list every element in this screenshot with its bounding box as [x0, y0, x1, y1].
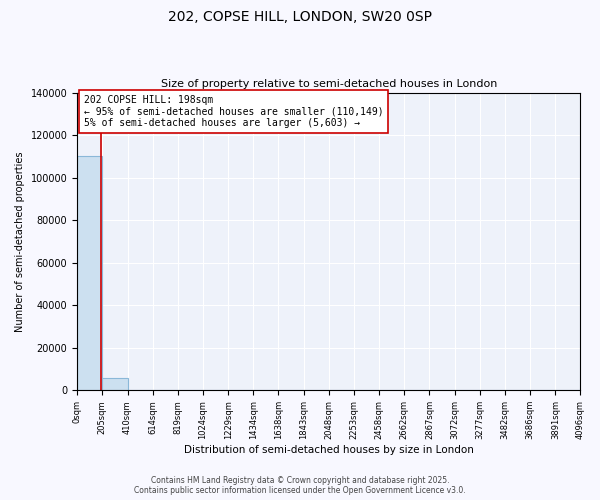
- X-axis label: Distribution of semi-detached houses by size in London: Distribution of semi-detached houses by …: [184, 445, 474, 455]
- Title: Size of property relative to semi-detached houses in London: Size of property relative to semi-detach…: [161, 79, 497, 89]
- Text: 202 COPSE HILL: 198sqm
← 95% of semi-detached houses are smaller (110,149)
5% of: 202 COPSE HILL: 198sqm ← 95% of semi-det…: [84, 94, 383, 128]
- Text: Contains HM Land Registry data © Crown copyright and database right 2025.
Contai: Contains HM Land Registry data © Crown c…: [134, 476, 466, 495]
- Y-axis label: Number of semi-detached properties: Number of semi-detached properties: [15, 151, 25, 332]
- Text: 202, COPSE HILL, LONDON, SW20 0SP: 202, COPSE HILL, LONDON, SW20 0SP: [168, 10, 432, 24]
- Bar: [103, 378, 128, 390]
- Bar: [77, 156, 103, 390]
